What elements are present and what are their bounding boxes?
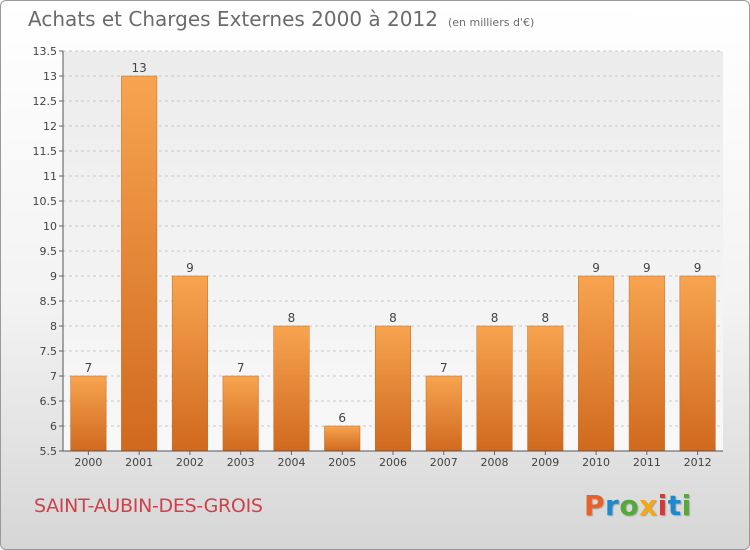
value-label: 8	[389, 311, 397, 325]
y-tick-label: 6	[50, 420, 57, 433]
x-tick-label: 2004	[277, 456, 305, 469]
bars: 7 13 9 7 8 6 8 7 8 8 9 9 9	[70, 61, 716, 452]
y-tick-label: 10	[43, 220, 57, 233]
y-tick-label: 9	[50, 270, 57, 283]
logo-letter: t	[667, 489, 682, 522]
value-label: 9	[186, 261, 194, 275]
bar	[324, 425, 361, 452]
value-label: 9	[592, 261, 600, 275]
value-label: 9	[643, 261, 651, 275]
bar	[476, 325, 513, 452]
x-tick-label: 2010	[582, 456, 610, 469]
x-tick-label: 2002	[176, 456, 204, 469]
logo-letter: o	[619, 489, 640, 522]
logo-letter: P	[584, 489, 606, 522]
bar	[273, 325, 310, 452]
y-tick-label: 11.5	[33, 145, 58, 158]
y-tick-label: 8	[50, 320, 57, 333]
y-tick-label: 10.5	[33, 195, 58, 208]
y-tick-label: 13	[43, 70, 57, 83]
y-tick-label: 13.5	[33, 45, 58, 58]
x-tick-label: 2003	[227, 456, 255, 469]
y-tick-label: 11	[43, 170, 57, 183]
bar	[679, 275, 716, 452]
value-label: 7	[85, 361, 93, 375]
y-tick-label: 7.5	[40, 345, 58, 358]
x-tick-label: 2000	[74, 456, 102, 469]
x-tick-label: 2007	[430, 456, 458, 469]
x-tick-label: 2011	[633, 456, 661, 469]
bar	[171, 275, 208, 452]
bar	[222, 375, 259, 452]
x-tick-label: 2008	[481, 456, 509, 469]
logo-letter: r	[605, 489, 620, 522]
axes: 5.5 6 6.5 7 7.5 8 8.5 9 9.5 10 10.5 11 11.5 12 12.5 13 1…	[33, 45, 723, 469]
logo-letter: x	[639, 489, 658, 522]
x-tick-label: 2012	[684, 456, 712, 469]
y-tick-label: 12.5	[33, 95, 58, 108]
chart-unit: (en milliers d'€)	[447, 16, 535, 29]
x-tick-label: 2009	[531, 456, 559, 469]
logo-letter: i	[681, 489, 692, 522]
y-tick-label: 7	[50, 370, 57, 383]
chart-title: Achats et Charges Externes 2000 à 2012 (e…	[28, 7, 534, 31]
chart-title-text: Achats et Charges Externes 2000 à 2012	[28, 7, 438, 31]
bar	[425, 375, 462, 452]
y-tick-label: 5.5	[40, 445, 58, 458]
value-label: 8	[491, 311, 499, 325]
bar	[527, 325, 564, 452]
x-tick-label: 2006	[379, 456, 407, 469]
y-tick-label: 8.5	[40, 295, 58, 308]
value-label: 6	[338, 411, 346, 425]
bar	[70, 375, 107, 452]
x-tick-label: 2005	[328, 456, 356, 469]
value-label: 13	[132, 61, 147, 75]
logo-letter: i	[657, 489, 668, 522]
value-label: 9	[694, 261, 702, 275]
proxiti-logo: Proxiti	[584, 489, 692, 522]
value-label: 8	[541, 311, 549, 325]
x-tick-label: 2001	[125, 456, 153, 469]
y-tick-label: 12	[43, 120, 57, 133]
bar	[374, 325, 412, 452]
town-name: SAINT-AUBIN-DES-GROIS	[34, 495, 263, 517]
value-label: 7	[237, 361, 245, 375]
value-label: 8	[288, 311, 296, 325]
bar	[121, 75, 158, 452]
value-label: 7	[440, 361, 448, 375]
y-tick-label: 6.5	[40, 395, 58, 408]
y-tick-label: 9.5	[40, 245, 58, 258]
bar	[628, 275, 665, 452]
bar	[578, 275, 615, 452]
